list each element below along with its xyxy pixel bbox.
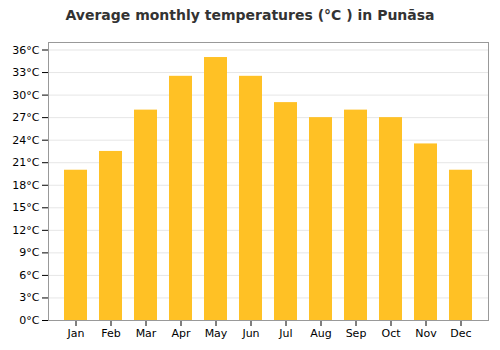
svg-text:6°C: 6°C xyxy=(19,269,39,282)
svg-text:Sep: Sep xyxy=(346,327,367,340)
svg-text:Jul: Jul xyxy=(278,327,292,340)
svg-text:Oct: Oct xyxy=(381,327,401,340)
svg-text:Jun: Jun xyxy=(241,327,259,340)
svg-text:18°C: 18°C xyxy=(12,179,39,192)
svg-text:15°C: 15°C xyxy=(12,201,39,214)
svg-text:0°C: 0°C xyxy=(19,314,39,327)
svg-text:Nov: Nov xyxy=(415,327,437,340)
html-text:Average monthly temperatures (: Average monthly temperatures (°C ) in Pu… xyxy=(65,7,435,23)
svg-text:Jan: Jan xyxy=(67,327,85,340)
svg-text:9°C: 9°C xyxy=(19,246,39,259)
svg-text:27°C: 27°C xyxy=(12,111,39,124)
svg-text:3°C: 3°C xyxy=(19,291,39,304)
svg-text:May: May xyxy=(205,327,228,340)
svg-text:Feb: Feb xyxy=(101,327,120,340)
svg-text:Aug: Aug xyxy=(310,327,331,340)
svg-text:Apr: Apr xyxy=(171,327,191,340)
svg-text:36°C: 36°C xyxy=(12,44,39,57)
svg-text:30°C: 30°C xyxy=(12,89,39,102)
svg-text:12°C: 12°C xyxy=(12,224,39,237)
svg-text:Dec: Dec xyxy=(450,327,471,340)
svg-text:33°C: 33°C xyxy=(12,66,39,79)
svg-text:24°C: 24°C xyxy=(12,134,39,147)
svg-text:21°C: 21°C xyxy=(12,156,39,169)
svg-text:Mar: Mar xyxy=(136,327,157,340)
